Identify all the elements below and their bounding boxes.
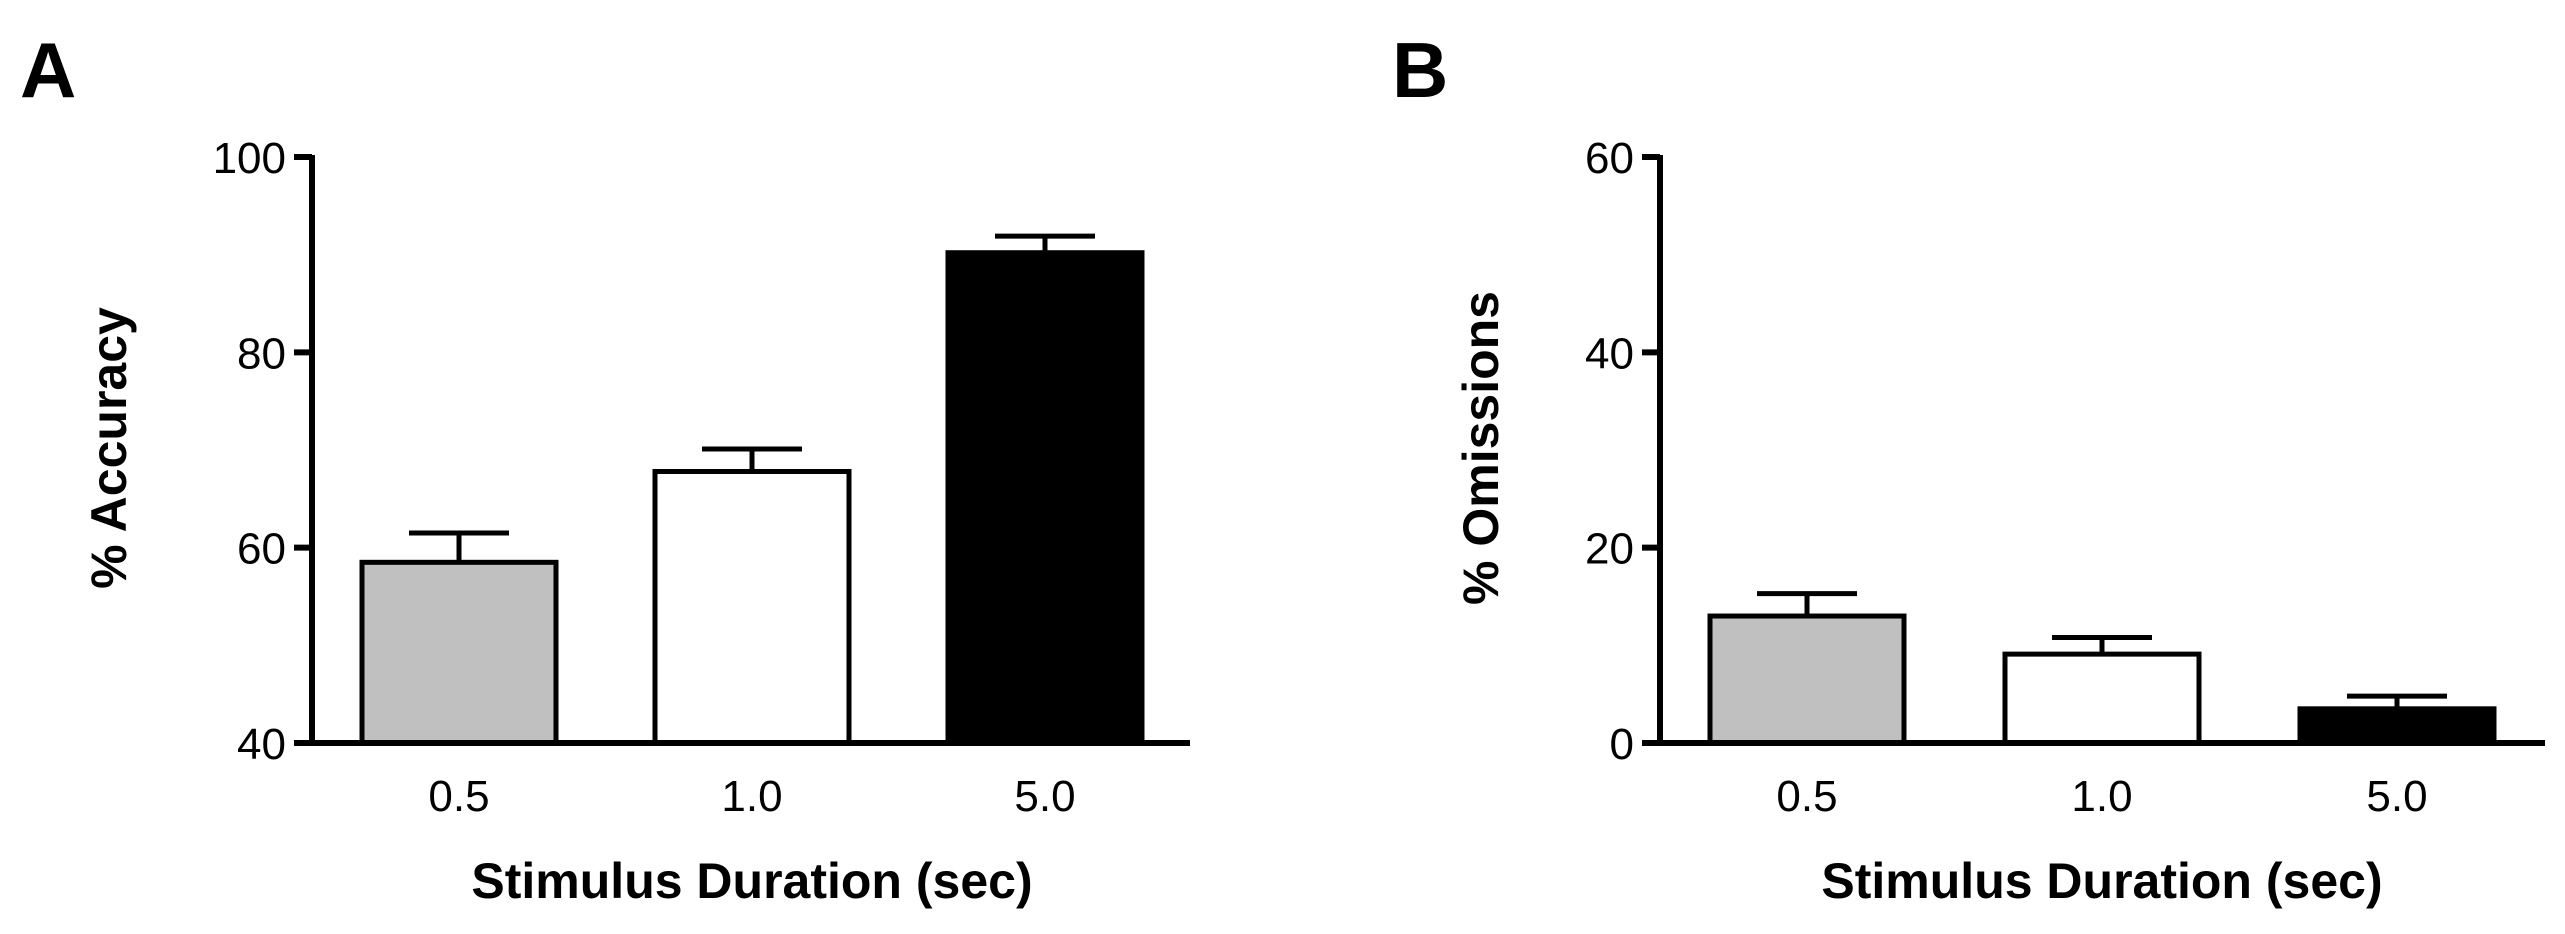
panel-a-bar-3	[945, 250, 1145, 746]
panel-b-bar-3	[2297, 706, 2497, 746]
panel-b-x-tick-label-1: 0.5	[1776, 772, 1837, 821]
panel-a-x-tick-label-3: 5.0	[1014, 772, 1075, 821]
panel-b-y-tick-label-1: 0	[1610, 720, 1634, 769]
panel-b-bar-2	[2002, 651, 2202, 746]
panel-a-plot: 0.5 1.0 5.0 40 60 80 100	[213, 134, 1190, 821]
panel-a-y-axis-title: % Accuracy	[81, 307, 137, 589]
panel-b-y-tick-label-3: 40	[1585, 329, 1634, 378]
panel-b: B % Omissions Stimulus Duration (sec) 0.…	[1392, 26, 2545, 909]
panel-a-x-tick-label-1: 0.5	[428, 772, 489, 821]
panel-b-x-tick-label-2: 1.0	[2071, 772, 2132, 821]
panel-a-y-tick-label-1: 40	[237, 720, 286, 769]
panel-b-bar-1	[1707, 613, 1907, 746]
panel-a-x-tick-label-2: 1.0	[721, 772, 782, 821]
panel-a: A % Accuracy Stimulus Duration (sec) 0.5…	[20, 26, 1190, 909]
panel-a-bar-2	[652, 468, 852, 746]
panel-b-plot: 0.5 1.0 5.0 0 20 40 60	[1585, 134, 2545, 821]
panel-a-x-axis-title: Stimulus Duration (sec)	[471, 853, 1032, 909]
panel-a-y-tick-label-2: 60	[237, 525, 286, 574]
panel-b-letter: B	[1392, 26, 1448, 114]
panel-b-x-axis-title: Stimulus Duration (sec)	[1821, 853, 2382, 909]
panel-a-letter: A	[20, 26, 76, 114]
panel-a-y-tick-label-3: 80	[237, 329, 286, 378]
panel-b-x-tick-label-3: 5.0	[2366, 772, 2427, 821]
panel-b-y-tick-label-2: 20	[1585, 525, 1634, 574]
panel-a-y-tick-label-4: 100	[213, 134, 286, 183]
panel-b-y-tick-label-4: 60	[1585, 134, 1634, 183]
panel-b-y-axis-title: % Omissions	[1453, 291, 1509, 605]
panel-a-bar-1	[359, 559, 559, 746]
